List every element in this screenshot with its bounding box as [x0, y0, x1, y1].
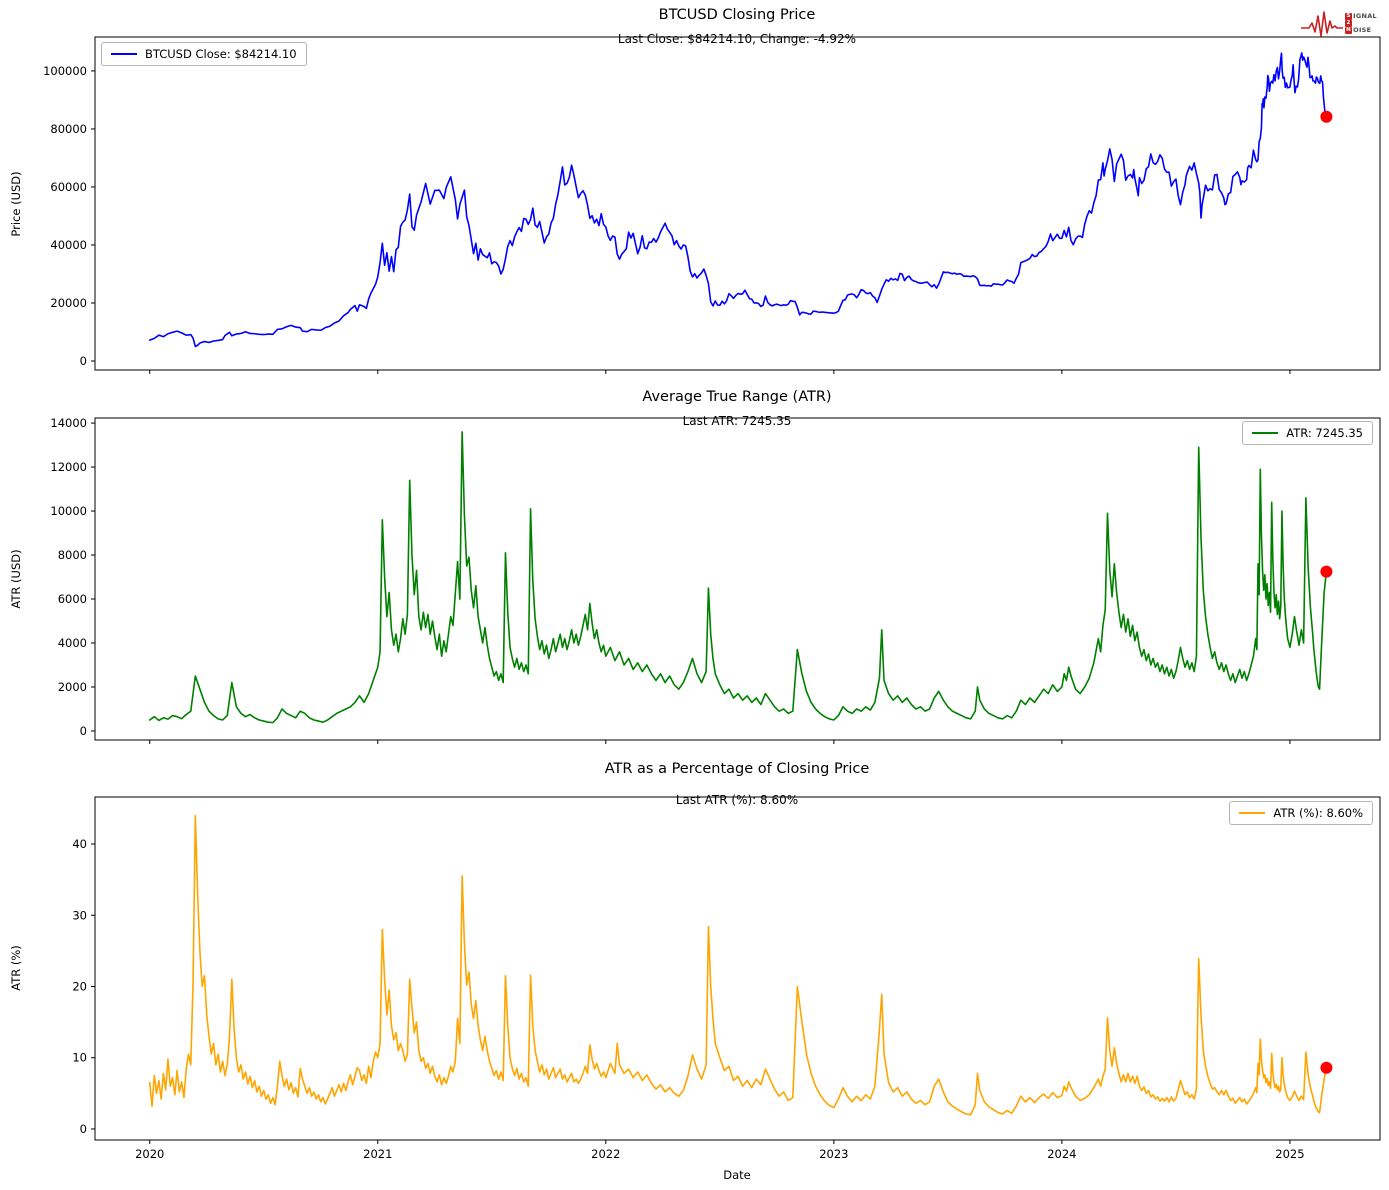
- atr-pct-chart-subtitle: Last ATR (%): 8.60%: [675, 793, 799, 807]
- price-legend-label: BTCUSD Close: $84214.10: [145, 47, 297, 61]
- atr-x-axis: [149, 740, 1291, 744]
- atr-pct-panel: 0 10 20 30 40 2020 2021 2022 2023 2024 2025: [72, 796, 1381, 1161]
- svg-text:10: 10: [72, 1051, 87, 1065]
- price-y-axis-label: Price (USD): [9, 171, 23, 237]
- price-legend-line-icon: [111, 53, 137, 55]
- svg-text:60000: 60000: [50, 180, 87, 194]
- signal2noise-logo: S IGNAL 2 N OISE: [1301, 6, 1377, 40]
- logo-signal-rest: IGNAL: [1353, 11, 1377, 20]
- svg-text:8000: 8000: [58, 548, 87, 562]
- atr-legend-label: ATR: 7245.35: [1286, 426, 1363, 440]
- svg-text:2022: 2022: [591, 1147, 620, 1161]
- atr-axes-frame: [94, 417, 1381, 741]
- atr-y-axis: 0 2000 4000 6000 8000 10000 12000 14000: [50, 416, 95, 738]
- svg-text:0: 0: [80, 1122, 87, 1136]
- svg-text:100000: 100000: [43, 64, 87, 78]
- svg-text:2023: 2023: [819, 1147, 848, 1161]
- atr-pct-legend-line-icon: [1239, 812, 1266, 814]
- svg-text:2020: 2020: [135, 1147, 164, 1161]
- atr-pct-last-value-marker: [1320, 1061, 1333, 1074]
- price-line: [148, 52, 1328, 348]
- svg-text:40000: 40000: [50, 238, 87, 252]
- svg-text:2024: 2024: [1047, 1147, 1076, 1161]
- atr-chart-title: Average True Range (ATR): [642, 389, 832, 405]
- logo-row-signal: S IGNAL: [1345, 11, 1377, 20]
- atr-chart-subtitle: Last ATR: 7245.35: [682, 414, 792, 428]
- atr-pct-x-axis: 2020 2021 2022 2023 2024 2025: [135, 1140, 1305, 1161]
- heartbeat-waveform-icon: [1301, 11, 1344, 37]
- logo-s-box: S: [1345, 12, 1353, 20]
- svg-text:2000: 2000: [58, 680, 87, 694]
- atr-last-value-marker: [1320, 565, 1333, 578]
- atr-line: [148, 431, 1328, 724]
- atr-pct-axes-frame: [94, 796, 1381, 1141]
- atr-y-axis-label: ATR (USD): [9, 549, 23, 609]
- svg-text:80000: 80000: [50, 122, 87, 136]
- atr-pct-line: [148, 814, 1328, 1116]
- atr-legend-line-icon: [1252, 432, 1279, 434]
- svg-text:4000: 4000: [58, 636, 87, 650]
- svg-text:12000: 12000: [50, 460, 87, 474]
- svg-text:30: 30: [72, 908, 87, 922]
- atr-pct-chart-title: ATR as a Percentage of Closing Price: [604, 761, 870, 777]
- atr-pct-y-axis: 0 10 20 30 40: [72, 837, 95, 1136]
- price-last-value-marker: [1320, 110, 1333, 123]
- svg-text:40: 40: [72, 837, 87, 851]
- logo-row-2: 2: [1345, 19, 1377, 27]
- atr-pct-y-axis-label: ATR (%): [9, 945, 23, 991]
- svg-text:20: 20: [72, 979, 87, 993]
- logo-2-box: 2: [1345, 19, 1353, 27]
- x-axis-label: Date: [723, 1168, 751, 1182]
- price-y-axis: 0 20000 40000 60000 80000 100000: [43, 64, 95, 368]
- svg-text:10000: 10000: [50, 504, 87, 518]
- price-axes-frame: [94, 36, 1381, 371]
- logo-noise-rest: OISE: [1353, 25, 1372, 34]
- atr-panel: 0 2000 4000 6000 8000 10000 12000 14000: [50, 416, 1381, 744]
- atr-pct-legend-label: ATR (%): 8.60%: [1273, 806, 1363, 820]
- atr-pct-legend: ATR (%): 8.60%: [1229, 801, 1373, 825]
- atr-legend: ATR: 7245.35: [1242, 421, 1373, 445]
- svg-text:6000: 6000: [58, 592, 87, 606]
- price-chart-title: BTCUSD Closing Price: [658, 7, 816, 23]
- logo-n-box: N: [1345, 26, 1353, 34]
- svg-text:14000: 14000: [50, 416, 87, 430]
- svg-text:20000: 20000: [50, 296, 87, 310]
- svg-text:0: 0: [80, 724, 87, 738]
- price-panel: 0 20000 40000 60000 80000 100000: [43, 36, 1381, 374]
- svg-text:0: 0: [80, 354, 87, 368]
- svg-text:2025: 2025: [1275, 1147, 1304, 1161]
- price-x-axis: [149, 370, 1291, 374]
- price-legend: BTCUSD Close: $84214.10: [101, 42, 307, 66]
- svg-text:2021: 2021: [363, 1147, 392, 1161]
- logo-row-noise: N OISE: [1345, 25, 1377, 34]
- logo-text: S IGNAL 2 N OISE: [1345, 11, 1377, 34]
- price-chart-subtitle: Last Close: $84214.10, Change: -4.92%: [617, 32, 857, 46]
